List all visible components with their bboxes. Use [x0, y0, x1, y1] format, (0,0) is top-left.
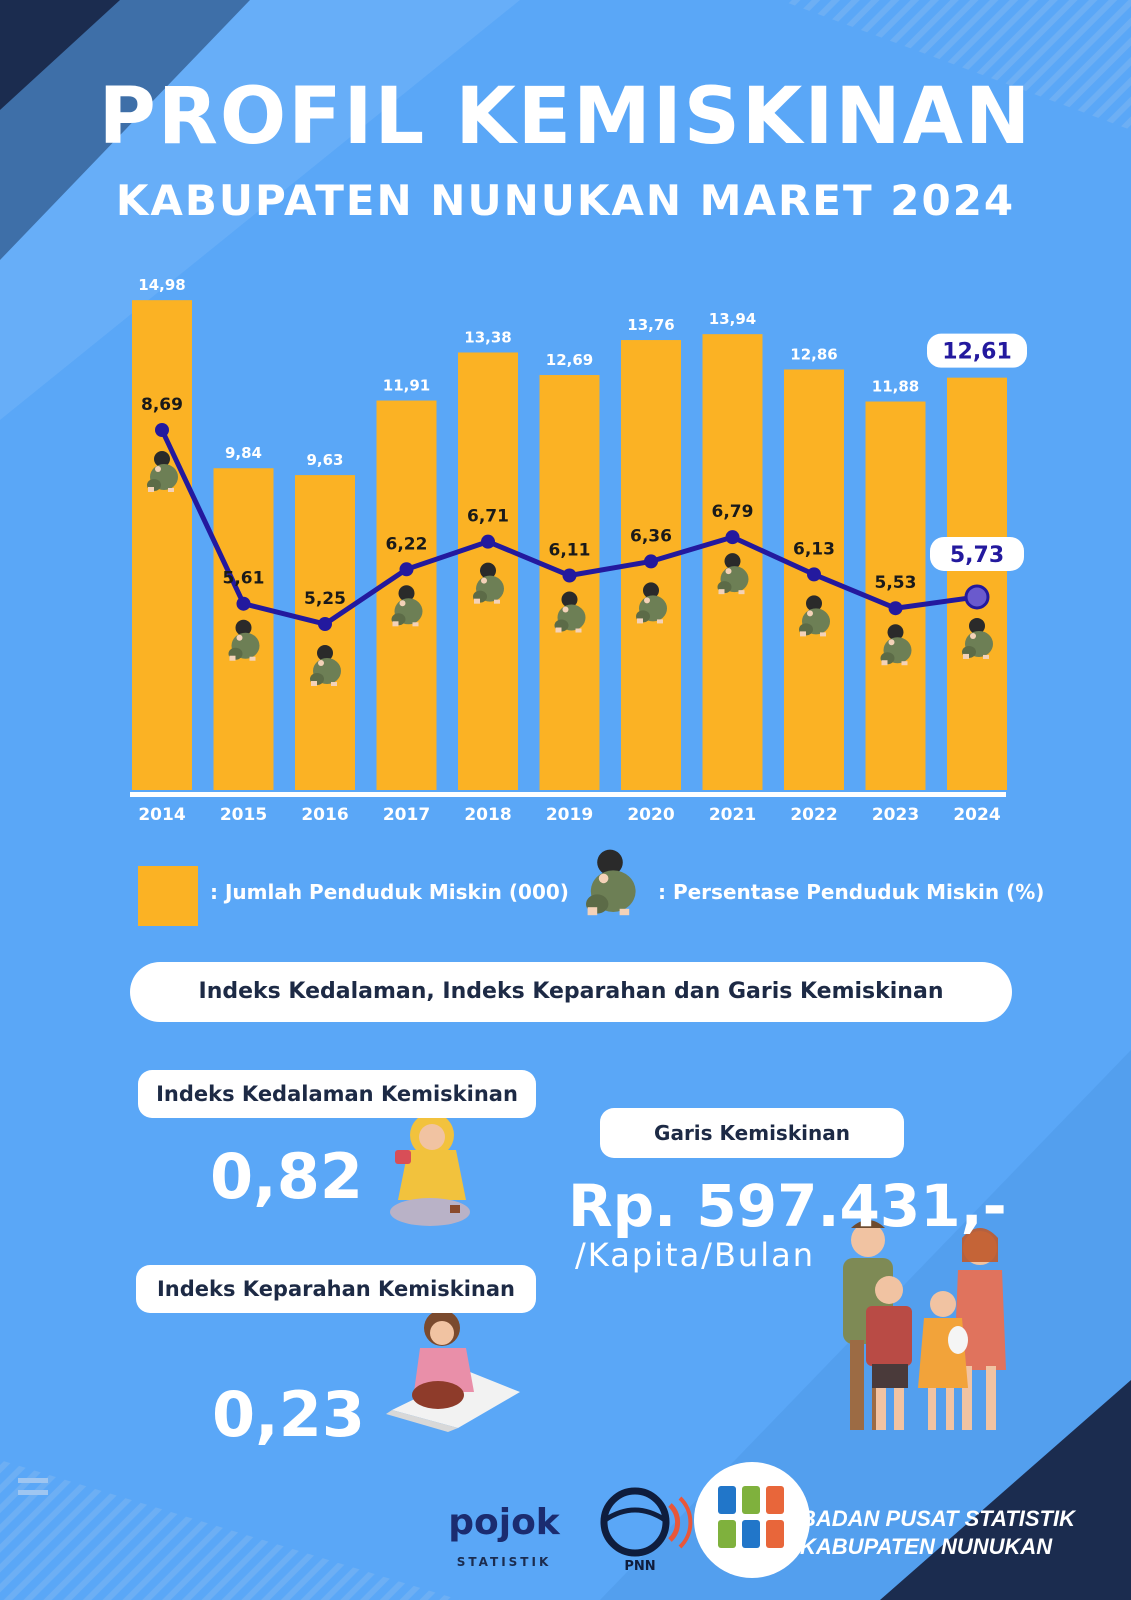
indeks-kedalaman-value: 0,82 [210, 1140, 363, 1213]
line-point-2015 [236, 596, 251, 611]
bar-label-2022: 12,86 [790, 345, 837, 363]
line-label-2023: 5,53 [875, 573, 917, 593]
legend-bar-swatch [138, 866, 198, 926]
line-point-2024 [964, 584, 990, 610]
line-point-2020 [644, 554, 658, 569]
bar-label-2018: 13,38 [464, 328, 511, 346]
line-point-2017 [399, 562, 414, 577]
bar-label-2020: 13,76 [627, 316, 674, 334]
line-point-2022 [807, 567, 821, 582]
org-name-line2: KABUPATEN NUNUKAN [800, 1534, 1053, 1559]
legend-line-label: : Persentase Penduduk Miskin (%) [658, 880, 1045, 904]
indeks-kedalaman-label: Indeks Kedalaman Kemiskinan [138, 1070, 536, 1118]
indeks-keparahan-value: 0,23 [212, 1378, 365, 1451]
bar-label-2016: 9,63 [306, 451, 343, 469]
x-tick-2021: 2021 [709, 805, 756, 825]
line-point-2019 [562, 568, 577, 583]
line-label-2020: 6,36 [630, 526, 672, 546]
line-point-2018 [481, 534, 495, 549]
bps-logo [694, 1462, 810, 1578]
line-point-2023 [888, 601, 903, 616]
org-name-line1: BADAN PUSAT STATISTIK [800, 1506, 1075, 1531]
line-label-2019: 6,11 [549, 541, 591, 561]
menu-lines [18, 1478, 48, 1483]
poverty-chart: 14,98 2014 9,84 2015 9,63 2016 11,91 2017 13,38 2… [130, 276, 1027, 825]
section-title: Indeks Kedalaman, Indeks Keparahan dan G… [130, 962, 1012, 1022]
x-tick-2019: 2019 [546, 805, 593, 825]
pojok-logo-subtext: STATISTIK [457, 1555, 552, 1569]
menu-lines [18, 1490, 48, 1495]
bar-label-2023: 11,88 [872, 378, 919, 396]
garis-kemiskinan-value: Rp. 597.431,- [568, 1172, 1007, 1240]
line-label-2015: 5,61 [223, 569, 265, 589]
x-tick-2017: 2017 [383, 805, 430, 825]
garis-kemiskinan-label: Garis Kemiskinan [600, 1108, 904, 1158]
page-subtitle: KABUPATEN NUNUKAN MARET 2024 [115, 176, 1016, 225]
corner-tl-dark [0, 0, 120, 110]
line-label-bg-2024 [930, 536, 1024, 571]
garis-kemiskinan-unit: /Kapita/Bulan [575, 1236, 815, 1274]
page-title: PROFIL KEMISKINAN [98, 72, 1033, 162]
bar-2024 [947, 377, 1007, 790]
x-tick-2014: 2014 [138, 805, 185, 825]
pnn-logo-text: PNN [624, 1559, 655, 1574]
bar-2023 [865, 401, 926, 790]
line-point-2014 [155, 423, 169, 437]
sitting-girl-icon [386, 1310, 520, 1432]
x-tick-2020: 2020 [627, 805, 674, 825]
line-label-2024: 5,73 [950, 543, 1004, 568]
x-tick-2023: 2023 [872, 805, 919, 825]
line-label-2017: 6,22 [386, 534, 428, 554]
corner-tl-shape [0, 0, 250, 260]
bar-label-2015: 9,84 [225, 444, 262, 462]
bar-label-2017: 11,91 [383, 377, 430, 395]
pnn-logo [600, 1487, 693, 1557]
bar-2016 [295, 475, 355, 790]
bar-2014 [132, 300, 192, 790]
poor-family-icon [843, 1220, 1006, 1430]
x-tick-2024: 2024 [953, 805, 1000, 825]
beggar-with-cup-icon [390, 1113, 470, 1226]
stripes-tr [780, 0, 1131, 130]
indeks-keparahan-label: Indeks Keparahan Kemiskinan [136, 1265, 536, 1313]
line-label-2021: 6,79 [712, 502, 754, 522]
x-axis-line [130, 792, 1006, 797]
pojok-logo-text: pojok [448, 1502, 561, 1543]
legend-bar-label: : Jumlah Penduduk Miskin (000) [210, 880, 569, 904]
corner-br-dark [880, 1380, 1131, 1600]
bar-label-2024: 12,61 [942, 340, 1012, 365]
line-label-2016: 5,25 [304, 589, 346, 609]
x-tick-2016: 2016 [301, 805, 348, 825]
line-label-2018: 6,71 [467, 507, 509, 527]
bar-label-2019: 12,69 [546, 351, 593, 369]
line-point-2016 [318, 617, 332, 632]
bar-label-bg-2024 [927, 333, 1027, 368]
bar-label-2021: 13,94 [709, 310, 756, 328]
x-tick-2015: 2015 [220, 805, 267, 825]
bar-label-2014: 14,98 [138, 276, 185, 294]
line-label-2014: 8,69 [141, 395, 183, 415]
stripes-bl [0, 1460, 460, 1600]
x-tick-2022: 2022 [790, 805, 837, 825]
bar-2019 [539, 375, 600, 790]
line-point-2021 [725, 530, 740, 545]
line-label-2022: 6,13 [793, 539, 835, 559]
x-tick-2018: 2018 [464, 805, 511, 825]
